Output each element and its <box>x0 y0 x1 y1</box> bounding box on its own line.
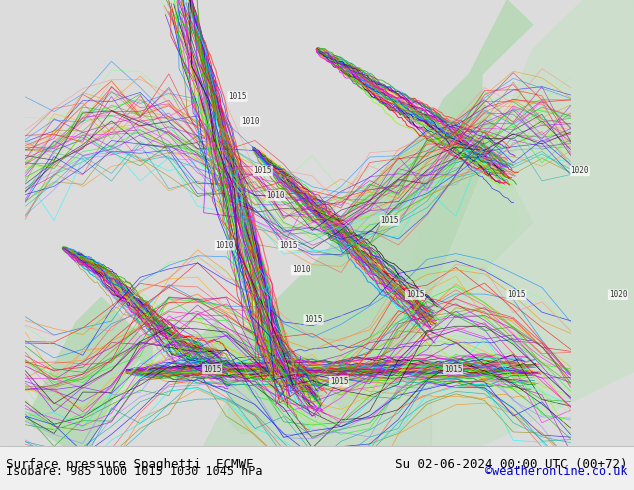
Text: 1010: 1010 <box>216 241 234 250</box>
Text: 1015: 1015 <box>254 167 272 175</box>
Text: ©weatheronline.co.uk: ©weatheronline.co.uk <box>485 465 628 478</box>
Text: 1015: 1015 <box>330 377 348 386</box>
Polygon shape <box>228 359 279 434</box>
Text: 1015: 1015 <box>228 92 247 101</box>
Text: Su 02-06-2024 00:00 UTC (00+72): Su 02-06-2024 00:00 UTC (00+72) <box>395 458 628 471</box>
Text: 1015: 1015 <box>304 315 323 324</box>
Polygon shape <box>25 297 152 446</box>
Text: Isobare: 985 1000 1015 1030 1045 hPa: Isobare: 985 1000 1015 1030 1045 hPa <box>6 465 263 478</box>
Polygon shape <box>184 0 533 409</box>
Text: 1015: 1015 <box>203 365 221 373</box>
Text: 1010: 1010 <box>292 266 310 274</box>
Text: 1010: 1010 <box>266 191 285 200</box>
Text: 1015: 1015 <box>406 290 424 299</box>
Text: 1015: 1015 <box>380 216 399 225</box>
Text: 1020: 1020 <box>571 167 589 175</box>
Text: Surface pressure Spaghetti  ECMWF: Surface pressure Spaghetti ECMWF <box>6 458 254 471</box>
Text: 1015: 1015 <box>279 241 297 250</box>
Polygon shape <box>203 347 431 446</box>
Text: 1015: 1015 <box>444 365 462 373</box>
Polygon shape <box>431 0 634 446</box>
Text: 1020: 1020 <box>609 290 627 299</box>
Text: 1015: 1015 <box>507 290 526 299</box>
Text: 1010: 1010 <box>241 117 259 126</box>
Polygon shape <box>406 99 533 297</box>
